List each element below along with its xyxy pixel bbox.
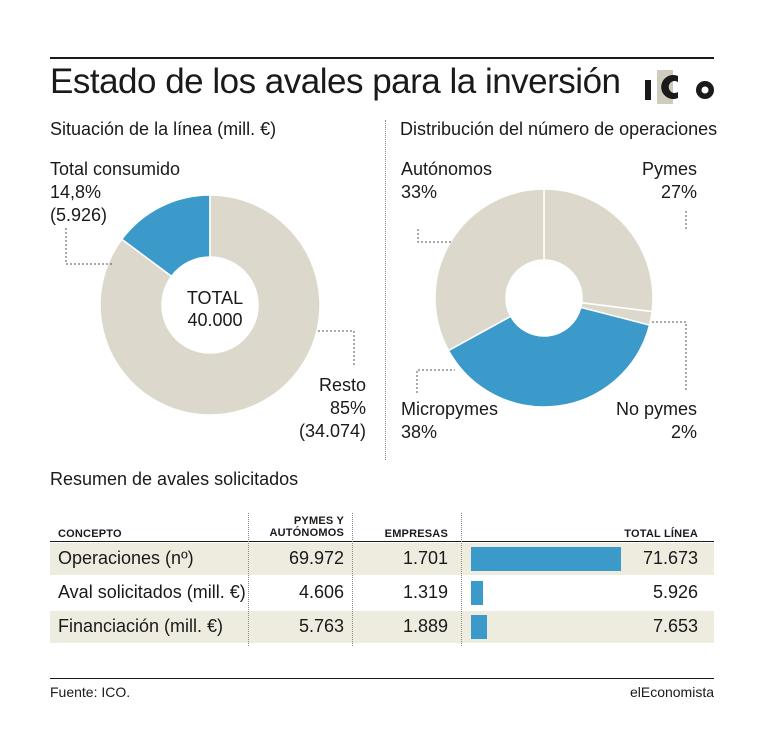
col-separator-2: [352, 513, 353, 646]
col-header-total: TOTAL LÍNEA: [624, 528, 698, 540]
footer-source: Fuente: ICO.: [50, 684, 131, 700]
left-center-total: TOTAL 40.000: [183, 287, 247, 331]
total-bar-financiacion: [471, 615, 488, 639]
rest-pct: 85%: [329, 398, 366, 418]
consumed-label: Total consumido: [50, 159, 181, 179]
total-bar-operaciones: [471, 547, 621, 571]
leader-resto: [318, 330, 355, 366]
center-label: TOTAL: [186, 288, 244, 308]
nopymes-annotation: No pymes 2%: [590, 398, 697, 444]
charts-divider: [385, 120, 386, 460]
slice-autonomos: [434, 188, 545, 352]
footer-rule: [50, 678, 714, 679]
micropymes-label: Micropymes: [401, 399, 499, 419]
row3-pymes: 5.763: [298, 616, 344, 636]
slice-micropymes: [447, 306, 651, 408]
autonomos-pct: 33%: [401, 182, 438, 202]
footer-brand: elEconomista: [629, 684, 714, 700]
row1-concept: Operaciones (nº): [58, 548, 194, 568]
row2-pymes: 4.606: [298, 582, 344, 602]
row2-empresas: 1.319: [402, 582, 448, 602]
slice-pymes: [543, 188, 654, 313]
leader-nopymes: [652, 321, 687, 392]
total-bar-aval: [471, 581, 484, 605]
consumed-annotation: Total consumido 14,8% (5.926): [50, 158, 180, 227]
row1-total: 71.673: [642, 548, 698, 568]
leader-consumido: [65, 228, 112, 265]
col-header-pymes-line1: PYMES Y: [293, 515, 344, 527]
left-chart-subtitle: Situación de la línea (mill. €): [50, 119, 277, 139]
micropymes-annotation: Micropymes 38%: [401, 398, 498, 444]
consumed-value: (5.926): [50, 205, 108, 225]
col-header-empresas: EMPRESAS: [384, 528, 448, 540]
col-separator-1: [248, 513, 249, 646]
col-header-pymes: PYMES Y AUTÓNOMOS: [252, 515, 344, 539]
autonomos-label: Autónomos: [401, 159, 493, 179]
rest-value: (34.074): [298, 421, 366, 441]
consumed-pct: 14,8%: [50, 182, 102, 202]
pymes-label: Pymes: [641, 159, 697, 179]
page-title: Estado de los avales para la inversión: [50, 62, 621, 101]
right-chart-subtitle: Distribución del número de operaciones: [400, 119, 718, 139]
autonomos-annotation: Autónomos 33%: [401, 158, 492, 204]
col-separator-3: [461, 513, 462, 646]
row1-pymes: 69.972: [288, 548, 344, 568]
row2-total: 5.926: [652, 582, 698, 602]
slice-resto: [99, 194, 321, 416]
ico-logo-mark: [645, 70, 714, 104]
leader-micropymes: [416, 369, 455, 393]
ico-logo: [645, 70, 715, 104]
row3-concept: Financiación (mill. €): [58, 616, 224, 636]
col-header-pymes-line2: AUTÓNOMOS: [269, 527, 344, 539]
center-value: 40.000: [187, 310, 243, 330]
nopymes-label: No pymes: [615, 399, 697, 419]
col-header-concepto: CONCEPTO: [58, 528, 122, 540]
table-header-rule: [50, 541, 714, 542]
summary-title: Resumen de avales solicitados: [50, 469, 299, 489]
row3-total: 7.653: [652, 616, 698, 636]
pymes-pct: 27%: [660, 182, 697, 202]
row2-concept: Aval solicitados (mill. €): [58, 582, 246, 602]
rest-label: Resto: [318, 375, 366, 395]
top-rule: [50, 57, 714, 59]
rest-annotation: Resto 85% (34.074): [280, 374, 366, 443]
micropymes-pct: 38%: [401, 422, 438, 442]
row3-empresas: 1.889: [402, 616, 448, 636]
row1-empresas: 1.701: [402, 548, 448, 568]
pymes-annotation: Pymes 27%: [600, 158, 697, 204]
row-band-3: [50, 611, 714, 643]
leader-autonomos: [417, 229, 452, 243]
nopymes-pct: 2%: [670, 422, 697, 442]
